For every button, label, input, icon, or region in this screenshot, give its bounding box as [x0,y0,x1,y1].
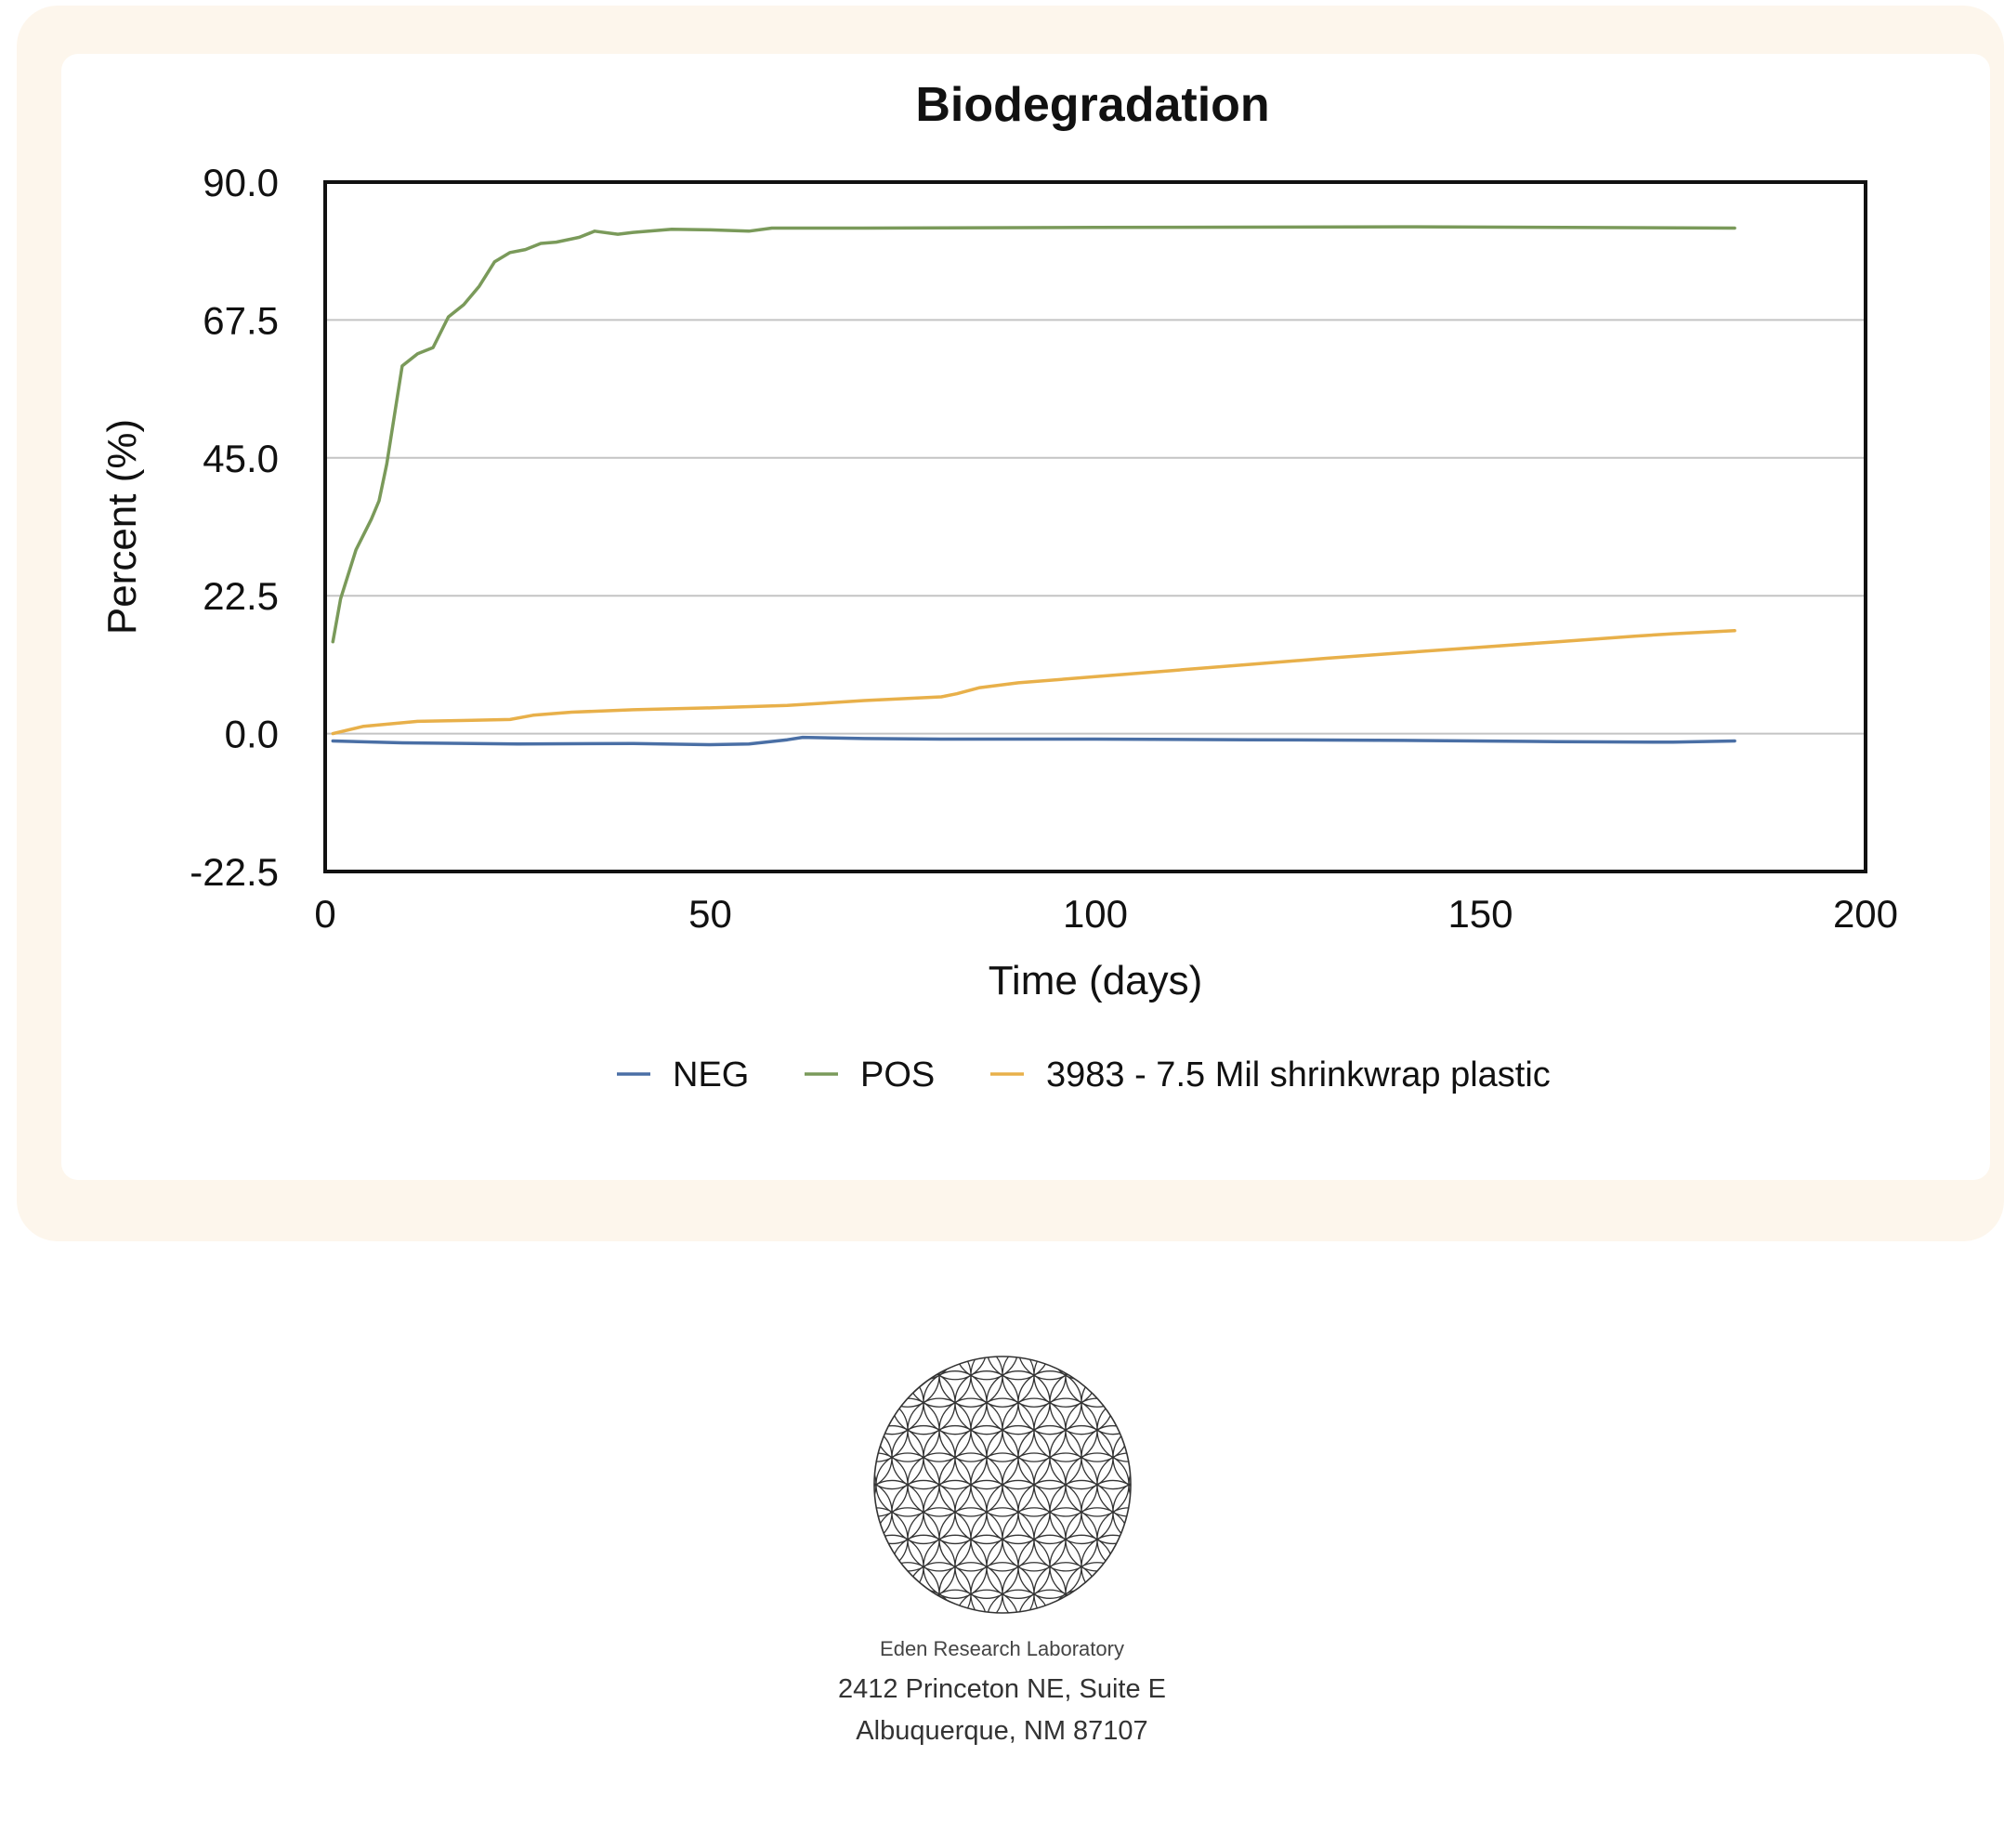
logo-petal-circle [1016,1589,1082,1613]
x-tick-label: 150 [1447,892,1513,936]
series-layer [331,225,1736,747]
x-tick-label: 0 [314,892,335,936]
logo-petal-circle [873,1534,924,1599]
logo-petal-circle [890,1357,956,1381]
legend-label: POS [860,1055,935,1094]
logo-petal-circle [1080,1424,1131,1490]
series-line-2 [331,629,1736,736]
x-tick-label: 50 [688,892,732,936]
y-tick-label: 22.5 [203,574,279,618]
logo-petal-circle [1016,1357,1082,1381]
lab-footer: Eden Research Laboratory 2412 Princeton … [0,1345,2004,1747]
logo-petal-circle [1080,1370,1131,1435]
logo-petal-circle [873,1424,924,1490]
y-tick-label: 45.0 [203,437,279,480]
logo-petal-circle [953,1589,1019,1613]
y-tick-label: 67.5 [203,298,279,342]
logo-petal-circle [985,1589,1051,1613]
legend-label: NEG [673,1055,749,1094]
legend-label: 3983 - 7.5 Mil shrinkwrap plastic [1046,1055,1551,1094]
logo-petal-circle [1080,1479,1131,1545]
logo-petal-circle [873,1479,924,1545]
series-line-0 [331,735,1736,747]
address-line-1: 2412 Princeton NE, Suite E [837,1674,1167,1704]
chart-panel: Biodegradation 90.0 67.5 45.0 22.5 0.0 -22.5 … [61,54,1990,1180]
y-tick-label: 90.0 [203,161,279,204]
x-tick-label: 200 [1833,892,1898,936]
logo-outer-ring [872,1356,1132,1614]
y-axis-label: Percent (%) [99,419,145,635]
plot-frame [323,180,1867,873]
logo-petal-circle [1048,1357,1114,1381]
chart-title: Biodegradation [915,78,1269,132]
logo-petal-circle [1080,1534,1131,1599]
address-line-2: Albuquerque, NM 87107 [856,1716,1148,1746]
y-tick-labels: 90.0 67.5 45.0 22.5 0.0 -22.5 [190,161,279,894]
grid-layer [325,319,1866,735]
logo-petal-circle [922,1357,988,1381]
y-tick-label: 0.0 [225,713,279,756]
lab-name: Eden Research Laboratory [880,1637,1124,1660]
logo-petal-circle [922,1589,988,1613]
legend: NEG POS 3983 - 7.5 Mil shrinkwrap plastic [617,1055,1551,1094]
logo-petal-circle [1048,1589,1114,1613]
page-frame: Biodegradation 90.0 67.5 45.0 22.5 0.0 -22.5 … [17,6,2004,1241]
logo-petal-circle [985,1357,1051,1381]
x-tick-label: 100 [1063,892,1128,936]
series-line-1 [331,225,1736,644]
y-tick-label: -22.5 [190,850,279,894]
logo-petal-circle [873,1370,924,1435]
biodegradation-chart: Biodegradation 90.067.545.022.50.0-22.5 … [99,78,1898,1094]
x-axis-label: Time (days) [989,958,1203,1003]
logo-petal-circle [890,1589,956,1613]
flower-of-life-icon [863,1345,1142,1624]
logo-petal-circle [953,1357,1019,1381]
x-tick-labels: 0 50 100 150 200 [314,892,1898,936]
